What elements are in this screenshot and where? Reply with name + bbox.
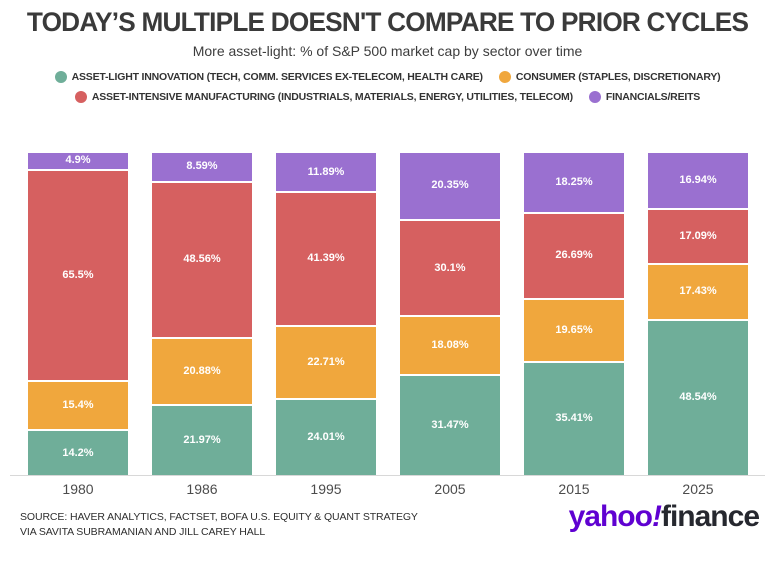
segment-1995-asset_light: 24.01%: [276, 397, 376, 475]
segment-value-label: 18.08%: [431, 339, 469, 352]
asset-light-dot-icon: [54, 71, 67, 83]
legend-item-financials: FINANCIALS/REITS: [588, 91, 701, 103]
legend-label: CONSUMER (STAPLES, DISCRETIONARY): [515, 71, 721, 83]
logo-yahoo-text: yahoo: [568, 500, 653, 533]
segment-value-label: 4.9%: [65, 154, 91, 167]
segment-2025-manufacturing: 17.09%: [648, 207, 748, 263]
source-line-2: VIA SAVITA SUBRAMANIAN AND JILL CAREY HA…: [20, 526, 266, 539]
bar-2015: 18.25% 26.69% 19.65% 35.41%: [524, 153, 624, 475]
segment-value-label: 18.25%: [555, 175, 593, 188]
segment-value-label: 17.09%: [679, 229, 717, 242]
segment-value-label: 24.01%: [307, 430, 345, 443]
segment-value-label: 48.56%: [183, 253, 221, 266]
segment-1986-consumer: 20.88%: [152, 337, 252, 405]
legend-row-1: ASSET-LIGHT INNOVATION (TECH, COMM. SERV…: [0, 67, 775, 87]
segment-value-label: 15.4%: [62, 398, 94, 411]
segment-1980-consumer: 15.4%: [28, 379, 128, 430]
legend-item-manufacturing: ASSET-INTENSIVE MANUFACTURING (INDUSTRIA…: [74, 91, 573, 103]
x-axis-labels: 1980 1986 1995 2005 2015 2025: [28, 481, 748, 497]
page-subtitle: More asset-light: % of S&P 500 market ca…: [192, 43, 583, 59]
segment-2005-financials: 20.35%: [400, 153, 500, 219]
segment-value-label: 20.88%: [183, 365, 221, 378]
legend-item-asset-light: ASSET-LIGHT INNOVATION (TECH, COMM. SERV…: [54, 71, 483, 83]
logo-finance-text: finance: [660, 500, 760, 533]
segment-value-label: 20.35%: [431, 179, 469, 192]
segment-value-label: 26.69%: [555, 249, 593, 262]
segment-value-label: 8.59%: [186, 160, 218, 173]
segment-2015-financials: 18.25%: [524, 153, 624, 212]
segment-value-label: 30.1%: [434, 261, 466, 274]
segment-1986-manufacturing: 48.56%: [152, 180, 252, 338]
segment-1980-manufacturing: 65.5%: [28, 168, 128, 380]
legend-item-consumer: CONSUMER (STAPLES, DISCRETIONARY): [498, 71, 721, 83]
segment-value-label: 65.5%: [62, 268, 94, 281]
source-line-1: SOURCE: HAVER ANALYTICS, FACTSET, BOFA U…: [20, 511, 418, 523]
segment-2025-financials: 16.94%: [648, 153, 748, 208]
segment-2015-consumer: 19.65%: [524, 297, 624, 361]
segment-2025-consumer: 17.43%: [648, 262, 748, 319]
segment-2005-consumer: 18.08%: [400, 315, 500, 374]
stacked-bar-plot: 4.9% 65.5% 15.4% 14.2% 8.59% 48.56% 20.88% 21.9…: [28, 153, 748, 475]
segment-1995-financials: 11.89%: [276, 153, 376, 192]
segment-1980-asset_light: 14.2%: [28, 429, 128, 475]
segment-value-label: 14.2%: [62, 446, 94, 459]
bar-1995: 11.89% 41.39% 22.71% 24.01%: [276, 153, 376, 475]
x-tick-1995: 1995: [310, 481, 342, 497]
bar-1986: 8.59% 48.56% 20.88% 21.97%: [152, 153, 252, 475]
bar-2005: 20.35% 30.1% 18.08% 31.47%: [400, 153, 500, 475]
bar-2025: 16.94% 17.09% 17.43% 48.54%: [648, 153, 748, 475]
financials-dot-icon: [588, 91, 601, 103]
segment-value-label: 17.43%: [679, 285, 717, 298]
manufacturing-dot-icon: [74, 91, 87, 103]
logo-exclamation: !: [651, 500, 662, 533]
x-axis-line: [10, 475, 765, 476]
segment-value-label: 19.65%: [555, 323, 593, 336]
legend-label: FINANCIALS/REITS: [605, 91, 701, 103]
yahoo-finance-logo: yahoo!finance: [568, 500, 760, 534]
x-tick-2015: 2015: [558, 481, 590, 497]
x-tick-2005: 2005: [434, 481, 466, 497]
segment-value-label: 21.97%: [183, 434, 221, 447]
segment-1986-financials: 8.59%: [152, 153, 252, 181]
segment-value-label: 11.89%: [307, 165, 345, 178]
segment-2005-asset_light: 31.47%: [400, 373, 500, 475]
x-tick-2025: 2025: [682, 481, 714, 497]
segment-value-label: 48.54%: [679, 391, 717, 404]
segment-value-label: 31.47%: [431, 418, 469, 431]
segment-1986-asset_light: 21.97%: [152, 404, 252, 475]
segment-value-label: 35.41%: [555, 412, 593, 425]
chart-legend: ASSET-LIGHT INNOVATION (TECH, COMM. SERV…: [0, 67, 775, 107]
segment-2015-asset_light: 35.41%: [524, 360, 624, 475]
bar-1980: 4.9% 65.5% 15.4% 14.2%: [28, 153, 128, 475]
segment-value-label: 16.94%: [679, 173, 717, 186]
segment-1995-consumer: 22.71%: [276, 324, 376, 398]
segment-2025-asset_light: 48.54%: [648, 318, 748, 475]
legend-label: ASSET-INTENSIVE MANUFACTURING (INDUSTRIA…: [91, 91, 573, 103]
consumer-dot-icon: [498, 71, 511, 83]
chart-page: TODAY’S MULTIPLE DOESN'T COMPARE TO PRIO…: [0, 7, 775, 569]
x-tick-1986: 1986: [186, 481, 218, 497]
segment-2005-manufacturing: 30.1%: [400, 218, 500, 316]
legend-label: ASSET-LIGHT INNOVATION (TECH, COMM. SERV…: [71, 71, 483, 83]
segment-1995-manufacturing: 41.39%: [276, 191, 376, 325]
source-attribution: SOURCE: HAVER ANALYTICS, FACTSET, BOFA U…: [20, 510, 418, 540]
segment-value-label: 22.71%: [307, 355, 345, 368]
x-tick-1980: 1980: [62, 481, 94, 497]
legend-row-2: ASSET-INTENSIVE MANUFACTURING (INDUSTRIA…: [0, 87, 775, 107]
segment-2015-manufacturing: 26.69%: [524, 211, 624, 298]
segment-value-label: 41.39%: [307, 252, 345, 265]
page-title: TODAY’S MULTIPLE DOESN'T COMPARE TO PRIO…: [26, 7, 749, 37]
segment-1980-financials: 4.9%: [28, 153, 128, 169]
